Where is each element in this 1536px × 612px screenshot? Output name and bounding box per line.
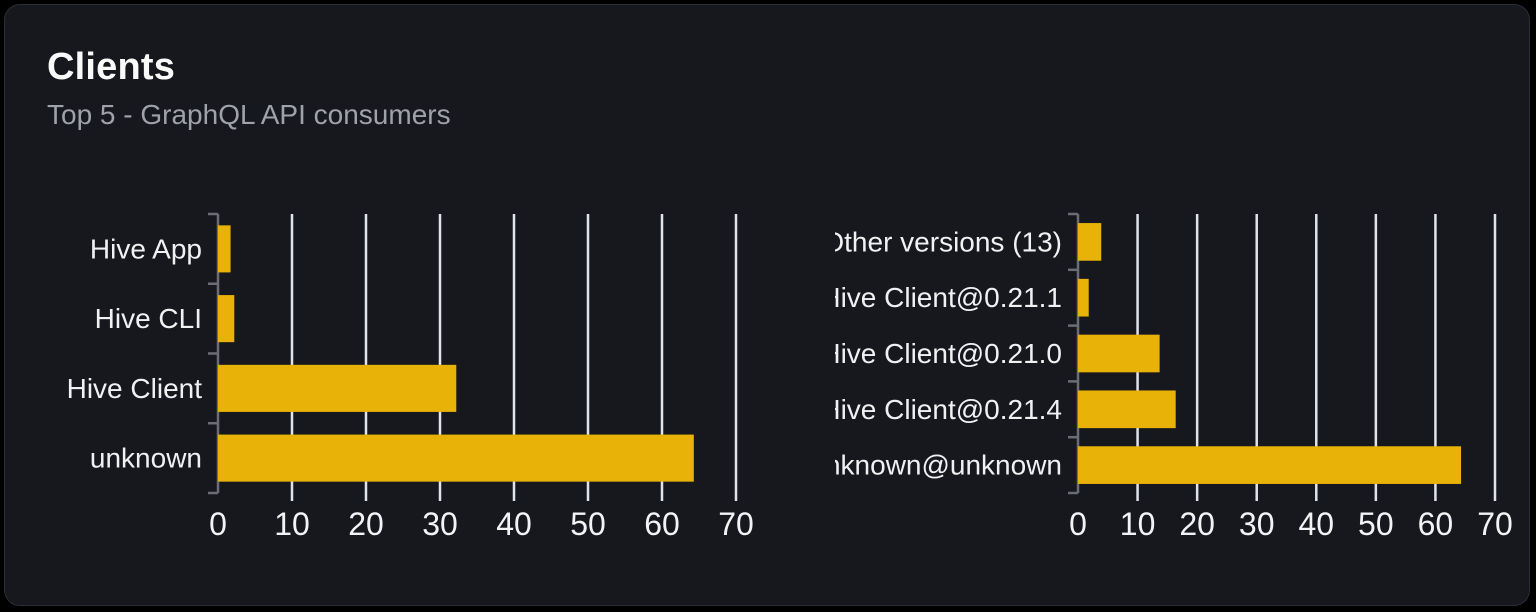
page-subtitle: Top 5 - GraphQL API consumers [47, 98, 451, 130]
bar [1078, 223, 1102, 261]
x-tick-label: 0 [1069, 506, 1087, 542]
x-tick-label: 70 [1477, 506, 1513, 542]
category-label: Hive Client [67, 373, 203, 404]
category-label: Hive App [90, 233, 202, 264]
chart-clients-by-version: 0 10 20 30 40 50 60 70 Other versions (13) Hive C… [835, 212, 1513, 542]
bar [218, 295, 235, 343]
bar [218, 434, 694, 482]
x-tick-label: 60 [644, 506, 680, 542]
category-label: unknown@unknown [835, 450, 1062, 481]
x-tick-label: 30 [1239, 506, 1275, 542]
bar [1078, 334, 1160, 373]
x-tick-label: 70 [718, 506, 754, 542]
x-tick-label: 50 [1358, 506, 1394, 542]
bar [218, 364, 457, 412]
category-label: Hive Client@0.21.1 [835, 282, 1062, 313]
x-tick-label: 10 [274, 506, 310, 542]
x-tick-label: 20 [348, 506, 384, 542]
x-tick-label: 40 [496, 506, 532, 542]
bar [218, 225, 231, 273]
category-label: Hive CLI [95, 303, 202, 334]
chart-clients-by-name: 0 10 20 30 40 50 60 70 Hive App Hive CLI Hive Clie… [67, 212, 754, 542]
x-tick-label: 20 [1179, 506, 1215, 542]
x-tick-label: 50 [570, 506, 606, 542]
x-tick-label: 0 [209, 506, 227, 542]
category-label: unknown [90, 443, 202, 474]
x-tick-label: 60 [1418, 506, 1454, 542]
category-label: Hive Client@0.21.0 [835, 338, 1062, 369]
bar [1078, 446, 1462, 484]
x-tick-label: 30 [422, 506, 458, 542]
card-header: Clients Top 5 - GraphQL API consumers [47, 46, 451, 131]
x-tick-label: 10 [1120, 506, 1156, 542]
category-label: Other versions (13) [835, 226, 1062, 257]
category-label: Hive Client@0.21.4 [835, 394, 1062, 425]
page-title: Clients [47, 46, 176, 88]
x-tick-label: 40 [1298, 506, 1334, 542]
bar [1078, 390, 1176, 429]
bar [1078, 278, 1089, 317]
